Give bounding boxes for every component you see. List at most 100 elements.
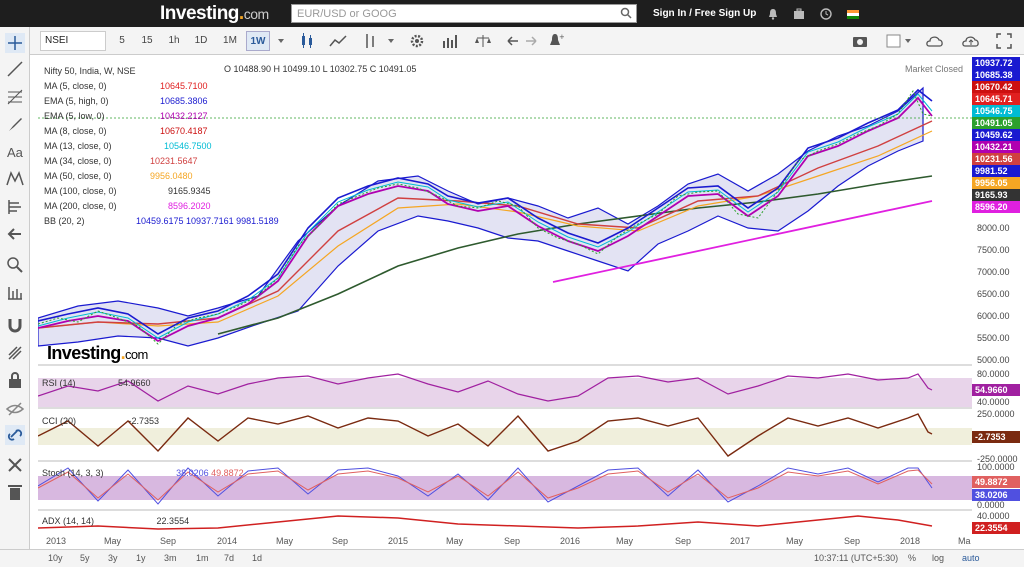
lock-icon[interactable]: [5, 370, 25, 390]
search-icon[interactable]: [620, 7, 632, 19]
percent-toggle[interactable]: %: [908, 553, 917, 563]
india-flag-icon[interactable]: [847, 8, 859, 20]
auto-toggle[interactable]: auto: [962, 553, 980, 563]
cloud-save-icon[interactable]: [924, 31, 946, 51]
chevron-down-icon[interactable]: [386, 31, 396, 51]
legend-value: 8596.2020: [168, 201, 211, 211]
watermark-com: com: [125, 347, 148, 362]
range-3y[interactable]: 3y: [108, 553, 118, 563]
adx-name: ADX (14, 14): [42, 516, 95, 526]
legend-label: MA (13, close, 0): [44, 141, 112, 151]
camera-icon[interactable]: [850, 31, 870, 51]
log-toggle[interactable]: log: [932, 553, 945, 563]
legend-value: 10685.3806: [160, 96, 208, 106]
rsi-name: RSI (14): [42, 378, 76, 388]
investing-logo[interactable]: Investing.com: [160, 3, 269, 25]
legend-row[interactable]: MA (8, close, 0) 10670.4187: [44, 124, 208, 139]
time-tick: 2013: [46, 536, 67, 546]
arrow-left-icon[interactable]: [5, 224, 25, 244]
portfolio-icon[interactable]: [793, 8, 805, 20]
alert-icon[interactable]: +: [546, 31, 564, 51]
price-label: 10459.62: [972, 129, 1020, 141]
search-input[interactable]: EUR/USD or GOOG: [291, 4, 637, 23]
time-tick: May: [104, 536, 122, 546]
price-label: 9956.05: [972, 177, 1020, 189]
eye-hide-icon[interactable]: [5, 399, 25, 419]
stoch-value2: 49.8872: [211, 468, 244, 478]
stoch-label[interactable]: Stoch (14, 3, 3) 38.0206 49.8872: [42, 468, 244, 478]
range-7d[interactable]: 7d: [224, 553, 235, 563]
interval-1m[interactable]: 1M: [223, 35, 237, 46]
rsi-value: 54.9660: [118, 378, 151, 388]
measure-icon[interactable]: [5, 283, 25, 303]
time-tick: 2017: [730, 536, 751, 546]
adx-label[interactable]: ADX (14, 14) 22.3554: [42, 516, 189, 526]
investing-watermark: Investing.com: [47, 343, 148, 364]
watermark-brand: Investing: [47, 343, 121, 363]
undo-icon[interactable]: [504, 31, 520, 51]
line-chart-icon[interactable]: [328, 31, 348, 51]
rsi-label[interactable]: RSI (14) 54.9660: [42, 378, 151, 388]
ma-200-line: [552, 200, 933, 283]
watermark-dot: .: [120, 343, 126, 363]
fullscreen-icon[interactable]: [995, 31, 1013, 51]
range-10y[interactable]: 10y: [48, 553, 63, 563]
indicators-icon[interactable]: [440, 31, 460, 51]
tools-icon[interactable]: [5, 455, 25, 475]
interval-1h[interactable]: 1h: [168, 35, 180, 46]
legend-row[interactable]: EMA (5, low, 0) 10432.2127: [44, 109, 208, 124]
price-label: 10670.42: [972, 81, 1020, 93]
trash-icon[interactable]: [5, 482, 25, 502]
redo-icon[interactable]: [524, 31, 540, 51]
range-1m[interactable]: 1m: [196, 553, 209, 563]
range-1d[interactable]: 1d: [252, 553, 263, 563]
chevron-down-icon[interactable]: [276, 31, 286, 51]
legend-row[interactable]: BB (20, 2) 10459.6175 10937.7161 9981.518…: [44, 214, 279, 229]
layout-select-icon[interactable]: [885, 31, 913, 51]
cci-label[interactable]: CCI (20) -2.7353: [42, 416, 159, 426]
legend-row[interactable]: EMA (5, high, 0) 10685.3806: [44, 94, 208, 109]
legend-title-row: Nifty 50, India, W, NSE: [44, 64, 136, 79]
search-placeholder: EUR/USD or GOOG: [297, 8, 397, 20]
legend-row[interactable]: MA (200, close, 0) 8596.2020: [44, 199, 211, 214]
time-tick: Sep: [160, 536, 177, 546]
pattern-icon[interactable]: [5, 169, 25, 189]
legend-row[interactable]: MA (34, close, 0) 10231.5647: [44, 154, 198, 169]
range-5y[interactable]: 5y: [80, 553, 90, 563]
legend-value: 9165.9345: [168, 186, 211, 196]
interval-5[interactable]: 5: [119, 35, 125, 46]
symbol-input[interactable]: NSEI: [40, 31, 106, 51]
sign-in-link[interactable]: Sign In / Free Sign Up: [653, 8, 757, 19]
price-chart[interactable]: [38, 56, 972, 536]
range-3m[interactable]: 3m: [164, 553, 177, 563]
text-tool-icon[interactable]: Aa: [5, 142, 25, 162]
interval-1w[interactable]: 1W: [246, 31, 270, 51]
magnet-icon[interactable]: [5, 315, 25, 335]
prediction-icon[interactable]: [5, 197, 25, 217]
stoch-band: [38, 476, 972, 500]
clock-icon[interactable]: [820, 8, 832, 20]
stoch-k-current-label: 38.0206: [972, 489, 1020, 501]
range-1y[interactable]: 1y: [136, 553, 146, 563]
brush-icon[interactable]: [5, 114, 25, 134]
time-axis[interactable]: 2013 May Sep 2014 May Sep 2015 May Sep 2…: [38, 536, 972, 549]
bell-icon[interactable]: [767, 8, 779, 20]
trend-line-icon[interactable]: [5, 59, 25, 79]
compare-icon[interactable]: [474, 31, 492, 51]
link-icon[interactable]: [5, 425, 25, 445]
legend-row[interactable]: MA (13, close, 0) 10546.7500: [44, 139, 212, 154]
legend-row[interactable]: MA (50, close, 0) 9956.0480: [44, 169, 193, 184]
zoom-icon[interactable]: [5, 255, 25, 275]
candles-icon[interactable]: [298, 31, 316, 51]
price-label: 10645.71: [972, 93, 1020, 105]
interval-15[interactable]: 15: [141, 35, 153, 46]
legend-row[interactable]: MA (5, close, 0) 10645.7100: [44, 79, 208, 94]
fib-icon[interactable]: [5, 87, 25, 107]
cloud-upload-icon[interactable]: [960, 31, 982, 51]
gear-icon[interactable]: [408, 31, 426, 51]
bars-type-icon[interactable]: [362, 31, 378, 51]
stay-drawing-icon[interactable]: [5, 343, 25, 363]
legend-row[interactable]: MA (100, close, 0) 9165.9345: [44, 184, 211, 199]
crosshair-icon[interactable]: [5, 33, 25, 53]
interval-1d[interactable]: 1D: [194, 35, 208, 46]
